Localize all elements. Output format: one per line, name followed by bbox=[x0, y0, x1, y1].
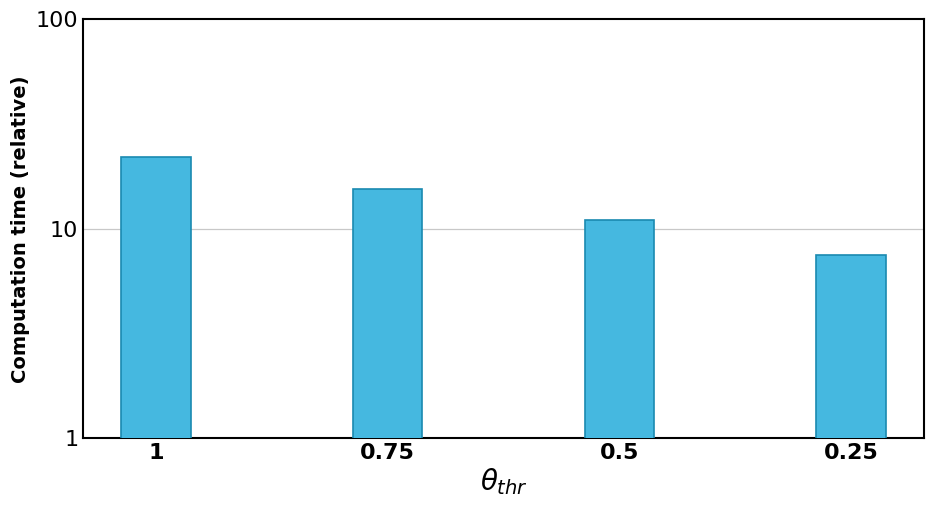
Bar bbox=[584, 220, 654, 508]
Bar bbox=[122, 157, 191, 508]
Y-axis label: Computation time (relative): Computation time (relative) bbox=[11, 75, 30, 383]
X-axis label: $\theta_{thr}$: $\theta_{thr}$ bbox=[480, 466, 527, 497]
Bar bbox=[816, 255, 885, 508]
Bar bbox=[353, 189, 423, 508]
